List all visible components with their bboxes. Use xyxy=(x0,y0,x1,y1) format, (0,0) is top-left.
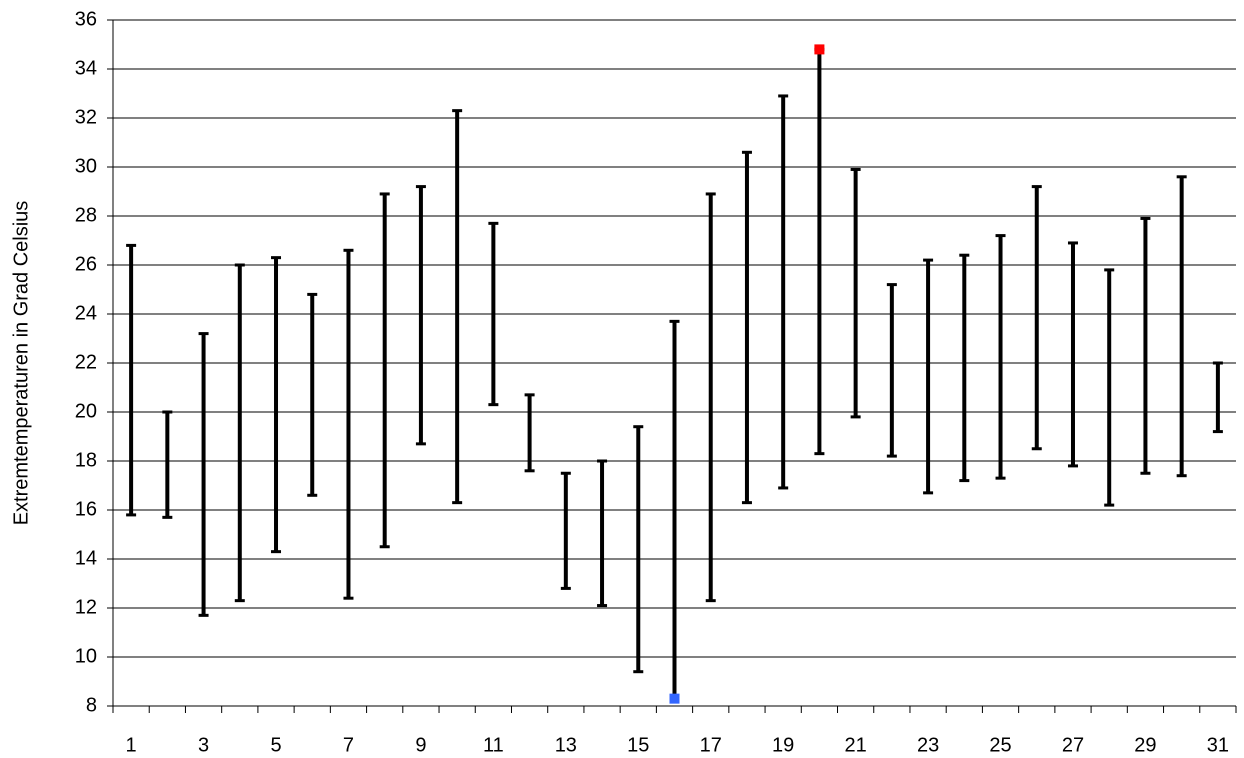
x-tick-label: 25 xyxy=(989,734,1011,756)
x-tick-label: 29 xyxy=(1134,734,1156,756)
x-tick-label: 1 xyxy=(126,734,137,756)
y-tick-label: 8 xyxy=(86,694,97,716)
x-tick-label: 31 xyxy=(1207,734,1229,756)
x-tick-label: 11 xyxy=(483,734,504,756)
x-tick-label: 17 xyxy=(700,734,722,756)
y-tick-label: 30 xyxy=(75,155,97,177)
y-tick-label: 16 xyxy=(75,498,97,520)
y-tick-label: 20 xyxy=(75,400,97,422)
y-tick-label: 10 xyxy=(75,645,97,667)
x-tick-label: 27 xyxy=(1062,734,1084,756)
min-marker xyxy=(669,693,680,704)
y-tick-label: 24 xyxy=(75,302,97,324)
x-tick-label: 19 xyxy=(772,734,794,756)
x-tick-label: 5 xyxy=(270,734,281,756)
x-tick-label: 9 xyxy=(415,734,426,756)
y-tick-label: 34 xyxy=(75,57,97,79)
x-tick-label: 15 xyxy=(627,734,649,756)
x-tick-label: 21 xyxy=(845,734,867,756)
y-tick-label: 28 xyxy=(75,204,97,226)
x-tick-label: 3 xyxy=(198,734,209,756)
x-tick-label: 13 xyxy=(555,734,577,756)
y-tick-label: 18 xyxy=(75,449,97,471)
y-tick-label: 12 xyxy=(75,596,97,618)
x-tick-label: 23 xyxy=(917,734,939,756)
y-tick-label: 14 xyxy=(75,547,97,569)
x-tick-label: 7 xyxy=(343,734,354,756)
y-tick-label: 36 xyxy=(75,8,97,30)
y-tick-label: 22 xyxy=(75,351,97,373)
y-axis-label: Extremtemperaturen in Grad Celsius xyxy=(10,201,32,526)
y-tick-label: 32 xyxy=(75,106,97,128)
y-tick-label: 26 xyxy=(75,253,97,275)
max-marker xyxy=(814,44,825,55)
